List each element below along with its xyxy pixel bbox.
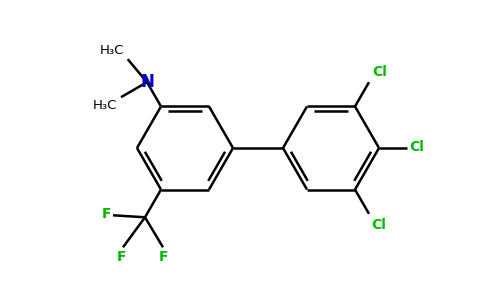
Text: Cl: Cl (371, 218, 386, 232)
Text: N: N (140, 73, 154, 91)
Text: H₃C: H₃C (99, 44, 124, 57)
Text: Cl: Cl (409, 140, 424, 154)
Text: H₃C: H₃C (92, 99, 117, 112)
Text: Cl: Cl (372, 65, 387, 79)
Text: F: F (159, 250, 169, 264)
Text: F: F (117, 250, 127, 264)
Text: F: F (102, 207, 111, 221)
